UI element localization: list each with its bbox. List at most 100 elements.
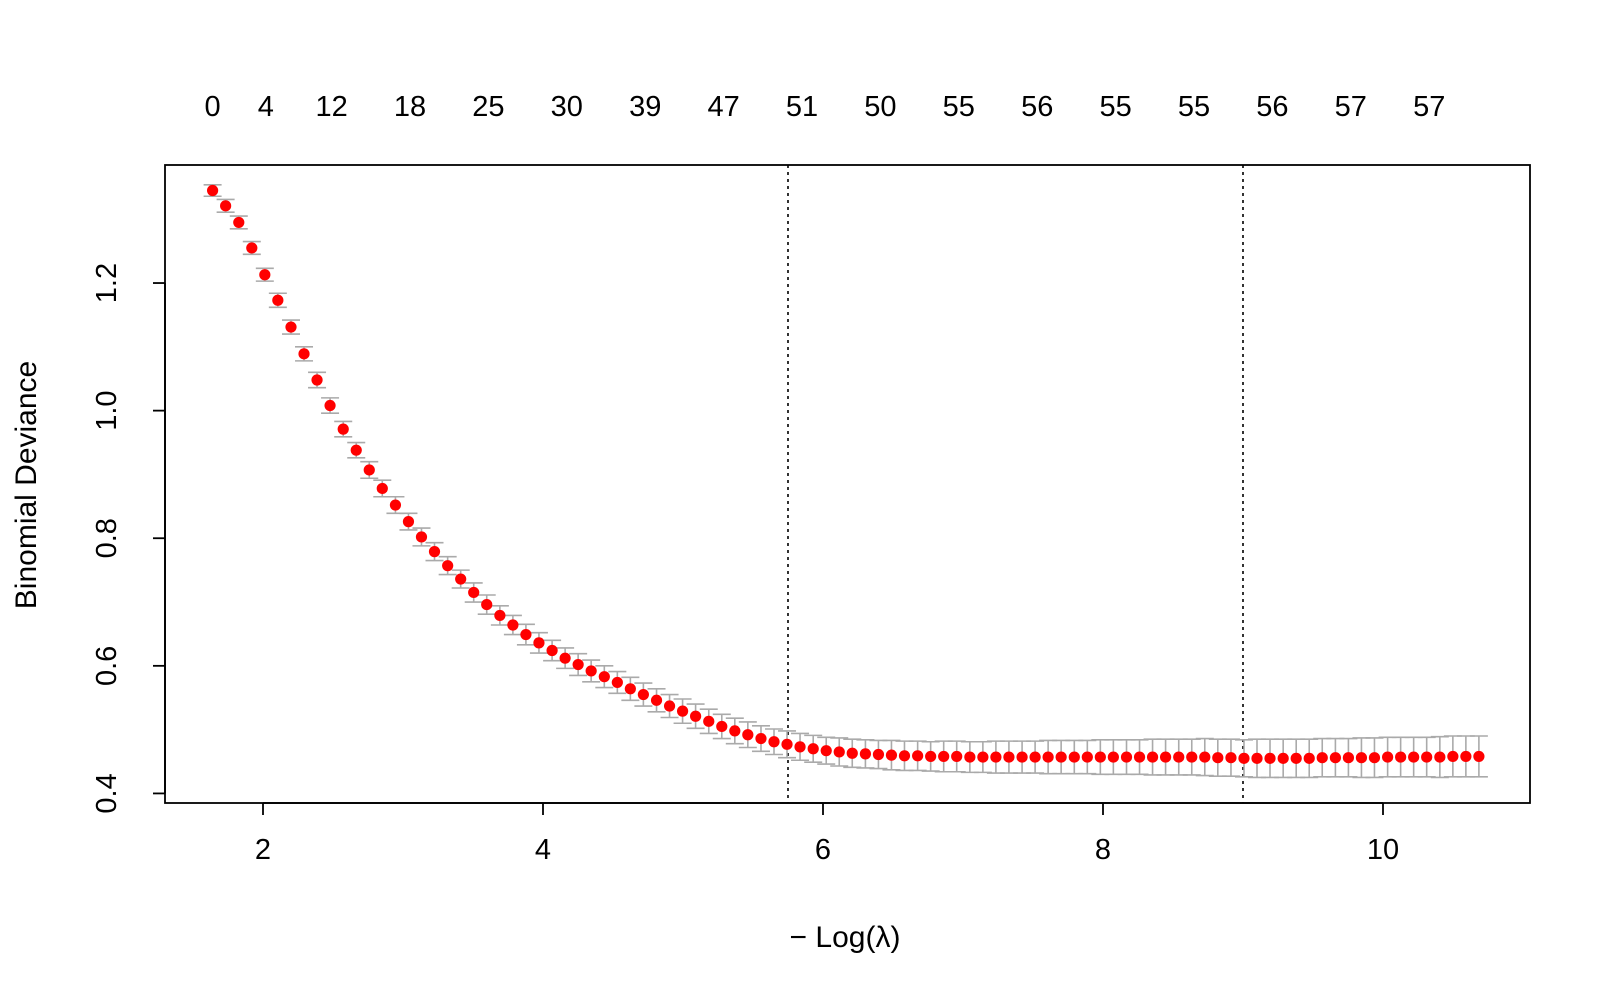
data-point xyxy=(1355,752,1368,764)
y-tick-label: 0.6 xyxy=(91,646,123,686)
data-point xyxy=(833,746,845,758)
plot-frame xyxy=(164,164,1531,804)
data-point xyxy=(1434,751,1446,763)
data-point xyxy=(1186,751,1198,763)
data-point xyxy=(1290,752,1302,764)
top-tick-label: 56 xyxy=(1256,91,1288,123)
data-point xyxy=(637,688,649,701)
data-point xyxy=(1173,751,1185,763)
data-point xyxy=(1225,752,1237,764)
data-point xyxy=(259,269,271,281)
data-point xyxy=(755,732,767,745)
data-point xyxy=(1199,751,1211,763)
data-point xyxy=(846,747,858,759)
data-point xyxy=(1081,751,1093,763)
data-point xyxy=(428,546,441,558)
data-point xyxy=(859,748,872,760)
data-point xyxy=(520,628,532,641)
x-tick-label: 4 xyxy=(535,834,551,866)
data-point xyxy=(507,619,519,631)
x-tick-label: 10 xyxy=(1367,834,1399,866)
data-point xyxy=(298,348,310,360)
data-point xyxy=(925,750,937,763)
data-point xyxy=(1264,752,1276,764)
data-point xyxy=(272,294,284,306)
data-point xyxy=(1055,751,1067,763)
data-point xyxy=(324,399,336,412)
top-tick-label: 57 xyxy=(1335,91,1367,123)
data-point xyxy=(663,700,676,712)
data-point xyxy=(1068,751,1080,763)
data-point xyxy=(964,751,976,763)
data-point xyxy=(912,750,924,762)
data-point xyxy=(1146,751,1159,763)
data-point xyxy=(820,745,832,757)
y-tick-label: 1.0 xyxy=(91,390,123,430)
top-tick-label: 18 xyxy=(394,91,426,123)
data-point xyxy=(455,573,467,585)
data-point xyxy=(533,637,545,649)
error-bars xyxy=(203,183,1488,779)
data-point xyxy=(1003,751,1015,763)
data-point xyxy=(729,725,741,737)
y-tick-label: 0.4 xyxy=(91,773,123,813)
data-point xyxy=(1382,751,1394,763)
data-point xyxy=(559,652,571,664)
data-point xyxy=(389,499,402,511)
data-point xyxy=(402,516,415,528)
data-point xyxy=(376,482,388,495)
data-point xyxy=(572,658,584,671)
data-point xyxy=(442,560,454,572)
top-axis-nonzero-counts: 0 4 12 18 25 30 39 47 51 50 55 56 55 55 56 57 57 xyxy=(205,91,1446,123)
data-point xyxy=(690,710,702,722)
data-point xyxy=(977,751,989,763)
data-point xyxy=(598,671,610,683)
x-tick-label: 8 xyxy=(1095,834,1111,866)
y-axis: 0.4 0.6 0.8 1.0 1.2 xyxy=(91,263,166,814)
data-point xyxy=(650,694,663,706)
y-tick-label: 0.8 xyxy=(91,518,123,558)
top-tick-label: 4 xyxy=(258,91,274,123)
data-point xyxy=(624,683,636,695)
data-point xyxy=(768,736,780,748)
top-tick-label: 39 xyxy=(629,91,661,123)
data-point xyxy=(285,321,297,333)
top-tick-label: 47 xyxy=(707,91,739,123)
y-tick-label: 1.2 xyxy=(91,263,123,303)
data-point xyxy=(1029,751,1041,763)
data-point xyxy=(872,748,885,761)
data-point xyxy=(1094,751,1106,763)
data-point xyxy=(585,665,597,677)
top-tick-label: 0 xyxy=(205,91,221,123)
data-point xyxy=(794,741,806,753)
data-point xyxy=(1107,751,1119,763)
data-point xyxy=(494,609,506,622)
data-point xyxy=(1212,752,1224,764)
data-point xyxy=(703,715,715,727)
top-tick-label: 25 xyxy=(472,91,504,123)
data-point xyxy=(951,750,963,763)
data-point xyxy=(246,242,258,254)
data-point xyxy=(1473,750,1485,763)
data-point xyxy=(1303,752,1315,764)
top-tick-label: 50 xyxy=(864,91,896,123)
x-tick-label: 2 xyxy=(255,834,271,866)
top-tick-label: 56 xyxy=(1021,91,1053,123)
data-point xyxy=(546,644,558,657)
data-point xyxy=(676,705,689,717)
data-point xyxy=(1447,750,1459,763)
data-point xyxy=(898,750,911,762)
top-tick-label: 30 xyxy=(551,91,583,123)
top-tick-label: 57 xyxy=(1413,91,1445,123)
x-tick-label: 6 xyxy=(815,834,831,866)
data-point xyxy=(363,464,375,476)
data-point xyxy=(781,738,793,750)
top-tick-label: 55 xyxy=(1178,91,1210,123)
data-point xyxy=(938,750,950,763)
data-point xyxy=(807,743,819,755)
data-point xyxy=(415,531,428,543)
data-point xyxy=(1421,751,1433,763)
data-point xyxy=(1408,751,1420,763)
